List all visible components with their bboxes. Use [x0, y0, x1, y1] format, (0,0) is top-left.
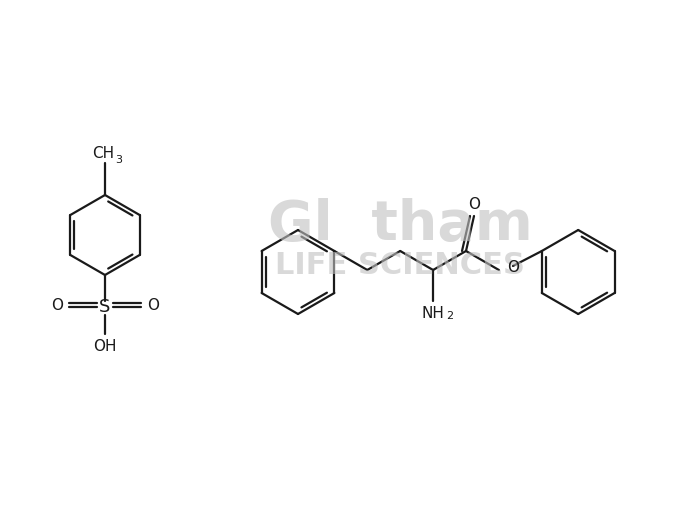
Text: 3: 3: [115, 155, 122, 165]
Text: LIFE SCIENCES: LIFE SCIENCES: [275, 251, 525, 280]
Text: Gl  tham: Gl tham: [268, 198, 532, 252]
Text: O: O: [147, 297, 159, 313]
Text: O: O: [468, 197, 480, 212]
Text: NH: NH: [422, 306, 445, 321]
Text: OH: OH: [93, 339, 117, 354]
Text: O: O: [51, 297, 63, 313]
Text: S: S: [100, 298, 111, 316]
Text: CH: CH: [92, 146, 114, 161]
Text: O: O: [507, 259, 519, 275]
Text: 2: 2: [446, 311, 453, 321]
